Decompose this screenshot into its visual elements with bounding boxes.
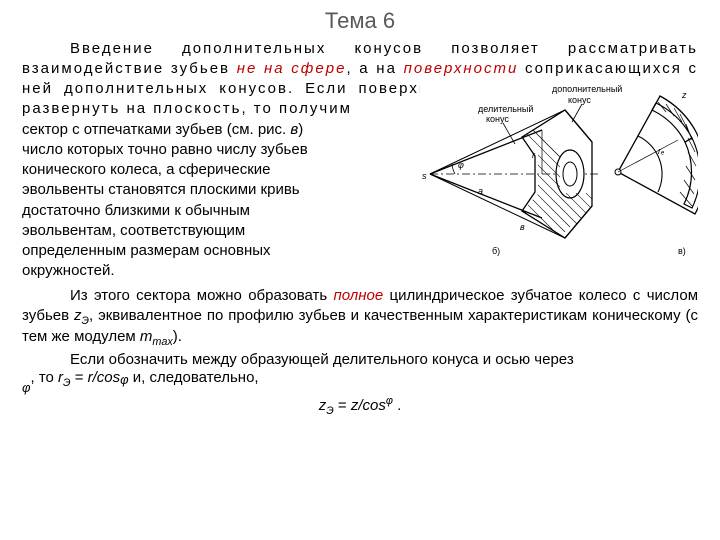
fig-g: в <box>520 222 525 232</box>
paragraph-4: φ , то rЭ = r/cos φ и, следовательно, <box>22 368 698 395</box>
fig-label-div2: конус <box>486 114 509 124</box>
p4-t3: и, следовательно, <box>129 369 259 386</box>
fig-label-div: делительный <box>478 104 533 114</box>
page-title: Тема 6 <box>22 6 698 36</box>
p4-t1: , то <box>30 369 58 386</box>
f-zsub: Э <box>326 405 334 417</box>
f-eq: = <box>334 397 351 414</box>
diagram-svg: дополнительный конус делительный конус s <box>420 82 698 256</box>
fig-label-top: дополнительный <box>552 84 622 94</box>
diagram: дополнительный конус делительный конус s <box>420 82 698 256</box>
fig-v: в) <box>678 246 686 256</box>
fig-z: z <box>681 90 687 100</box>
paragraph-3: Если обозначить между образующей делител… <box>22 350 698 370</box>
p2-r1: полное <box>334 287 384 304</box>
f-phi: φ <box>386 395 393 407</box>
phi-stack-2: φ <box>120 373 128 387</box>
fig-left: s <box>422 102 630 256</box>
line-8: окружностей. <box>22 261 698 281</box>
p1-r2: поверхности <box>404 60 519 77</box>
f-dot: . <box>393 397 401 414</box>
fig-label-top2: конус <box>568 95 591 105</box>
p2-t3: , эквивалентное по профилю зубьев и каче… <box>22 307 698 345</box>
p2-msub: max <box>152 336 172 348</box>
p1-t2: , а на <box>346 60 403 77</box>
fig-s: s <box>422 171 427 181</box>
p2-t1: Из этого сектора можно образовать <box>70 287 334 304</box>
phi-sym-2: φ <box>120 372 128 387</box>
p1-r1: не на сфере <box>237 60 347 77</box>
fig-a: a <box>478 186 483 196</box>
fig-right: z rₑ в) <box>615 90 698 256</box>
p2-zsub: Э <box>82 315 90 327</box>
p2-z: z <box>74 307 82 324</box>
l1a: сектор с отпечатками зубьев (см. рис. <box>22 121 290 138</box>
formula: zЭ = z/cosφ . <box>22 396 698 417</box>
l1c: ) <box>298 121 303 138</box>
fig-phi: φ <box>458 160 464 170</box>
p2-m: m <box>140 328 153 345</box>
f-zcos: z/cos <box>351 397 386 414</box>
p3-t1: Если обозначить между образующей делител… <box>70 351 574 368</box>
p2-t4: ). <box>173 328 182 345</box>
p4-rsub: Э <box>63 377 71 389</box>
p4-rcos: r/cos <box>88 369 121 386</box>
fig-b: б) <box>492 246 500 256</box>
p4-t2: = <box>71 369 88 386</box>
paragraph-2: Из этого сектора можно образовать полное… <box>22 286 698 348</box>
